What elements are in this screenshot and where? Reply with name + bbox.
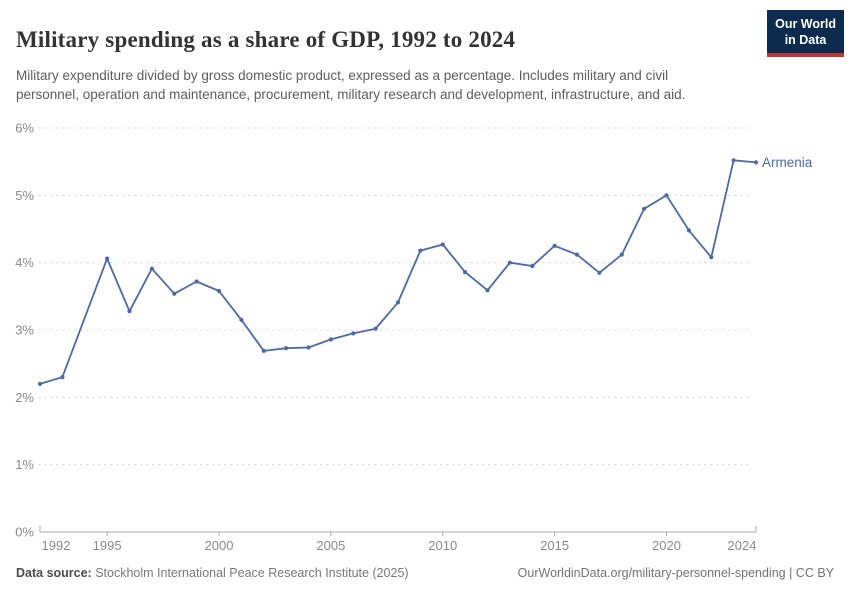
data-point[interactable] <box>485 288 490 293</box>
data-point[interactable] <box>37 381 43 386</box>
data-point[interactable] <box>440 242 445 247</box>
data-point[interactable] <box>261 348 266 353</box>
data-point[interactable] <box>619 252 624 257</box>
y-tick-label: 1% <box>15 457 34 472</box>
chart-subtitle: Military expenditure divided by gross do… <box>16 67 686 102</box>
y-tick-label: 3% <box>15 323 34 338</box>
data-point[interactable] <box>194 279 199 284</box>
data-point[interactable] <box>552 243 557 248</box>
data-point[interactable] <box>507 260 512 265</box>
x-tick-label: 1995 <box>93 538 122 553</box>
y-tick-label: 6% <box>15 121 34 136</box>
data-point[interactable] <box>530 263 535 269</box>
data-point[interactable] <box>597 270 602 275</box>
x-tick-label: 2010 <box>428 538 457 553</box>
data-point[interactable] <box>351 331 356 336</box>
data-source-text: Stockholm International Peace Research I… <box>91 566 409 580</box>
data-point[interactable] <box>418 248 423 253</box>
data-point[interactable] <box>664 193 669 198</box>
data-point[interactable] <box>216 288 222 294</box>
data-point[interactable] <box>395 300 401 305</box>
data-point[interactable] <box>373 326 378 331</box>
series-line-armenia[interactable] <box>39 159 757 385</box>
data-point[interactable] <box>172 291 177 296</box>
data-point[interactable] <box>306 345 311 350</box>
y-tick-label: 5% <box>15 188 34 203</box>
data-source-note: Data source: Stockholm International Pea… <box>16 566 409 580</box>
owid-logo-line2: in Data <box>784 33 827 48</box>
x-tick-label: 1992 <box>42 538 71 553</box>
x-tick-label: 2000 <box>205 538 234 553</box>
y-tick-label: 4% <box>15 255 34 270</box>
owid-logo[interactable]: Our World in Data <box>767 10 844 57</box>
data-point[interactable] <box>284 346 289 351</box>
data-point[interactable] <box>731 158 736 163</box>
data-point[interactable] <box>328 337 333 342</box>
series-end-label[interactable]: Armenia <box>762 155 813 170</box>
data-point[interactable] <box>686 228 692 233</box>
data-point[interactable] <box>709 255 714 260</box>
x-tick-label: 2005 <box>316 538 345 553</box>
x-tick-label: 2024 <box>728 538 757 553</box>
data-point[interactable] <box>105 256 110 261</box>
x-tick-label: 2015 <box>540 538 569 553</box>
owid-logo-line1: Our World <box>775 17 836 31</box>
y-tick-label: 0% <box>15 525 34 540</box>
data-point[interactable] <box>753 160 759 165</box>
page-title: Military spending as a share of GDP, 199… <box>16 27 516 53</box>
y-tick-label: 2% <box>15 390 34 405</box>
data-point[interactable] <box>127 309 132 314</box>
chart-footer: Data source: Stockholm International Pea… <box>16 566 834 580</box>
data-point[interactable] <box>60 375 65 380</box>
data-point[interactable] <box>239 317 244 322</box>
x-tick-label: 2020 <box>652 538 681 553</box>
data-point[interactable] <box>149 266 154 271</box>
owid-url-link[interactable]: OurWorldinData.org/military-personnel-sp… <box>517 566 834 580</box>
data-point[interactable] <box>574 252 580 257</box>
data-point[interactable] <box>642 206 647 211</box>
data-source-label: Data source: <box>16 566 92 580</box>
data-point[interactable] <box>463 270 468 275</box>
